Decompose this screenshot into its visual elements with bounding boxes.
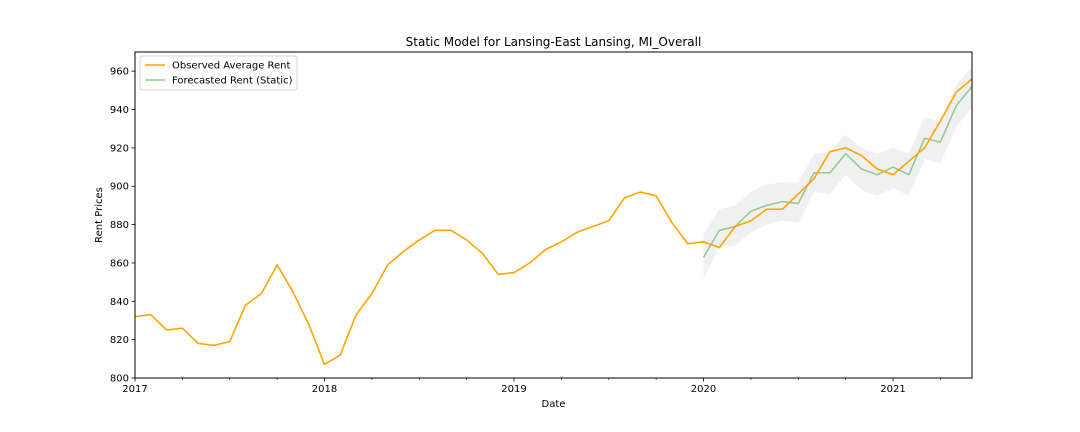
legend: Observed Average Rent Forecasted Rent (St…	[139, 55, 298, 91]
x-tick-label: 2017	[122, 384, 147, 395]
plot-area	[134, 67, 973, 366]
x-tick-label: 2020	[691, 384, 716, 395]
legend-label-observed-average-rent: Observed Average Rent	[172, 61, 291, 72]
legend-box	[139, 55, 298, 91]
y-tick-label: 940	[110, 105, 129, 116]
y-tick-label: 800	[110, 374, 129, 385]
y-tick-label: 820	[110, 335, 129, 346]
x-tick-label: 2021	[880, 384, 905, 395]
x-tick-label: 2018	[312, 384, 337, 395]
y-tick-label: 880	[110, 220, 129, 231]
y-tick-label: 900	[110, 182, 129, 193]
x-axis-label: Date	[542, 399, 566, 410]
series-line-forecasted-rent-static	[702, 86, 973, 258]
y-axis: 800 820 840 860 880 900 920 940 960	[110, 67, 135, 385]
chart-title: Static Model for Lansing-East Lansing, M…	[406, 35, 702, 49]
x-tick-label: 2019	[501, 384, 526, 395]
forecast-confidence-band	[703, 67, 972, 279]
legend-label-forecasted-rent-static: Forecasted Rent (Static)	[172, 76, 293, 87]
series-line-observed-average-rent	[134, 78, 973, 366]
x-axis: 2017 2018 2019 2020 2021	[122, 378, 941, 395]
y-axis-label: Rent Prices	[94, 187, 105, 243]
y-tick-label: 840	[110, 297, 129, 308]
y-tick-label: 960	[110, 67, 129, 78]
axes-frame	[134, 51, 973, 379]
y-tick-label: 860	[110, 258, 129, 269]
y-tick-label: 920	[110, 143, 129, 154]
